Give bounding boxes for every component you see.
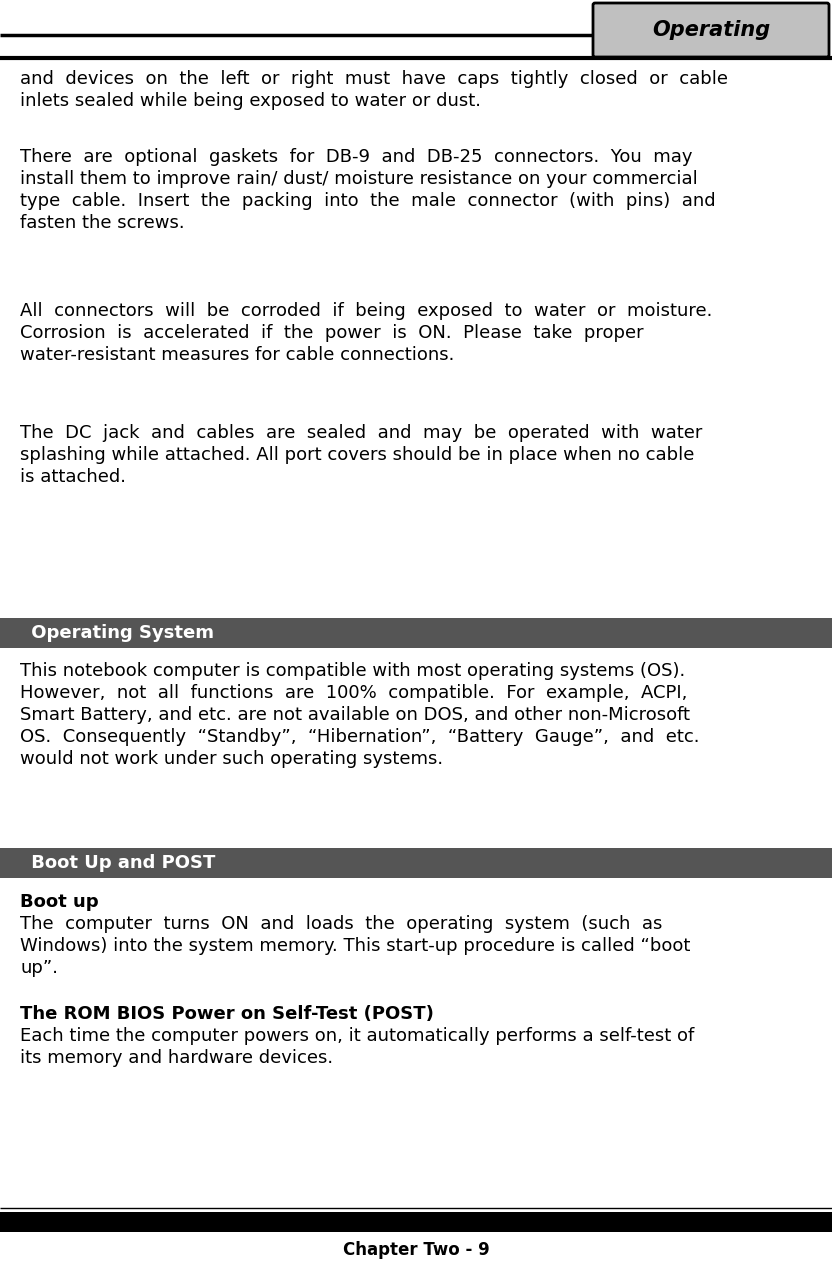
Text: Operating: Operating [652, 20, 770, 40]
Text: water-resistant measures for cable connections.: water-resistant measures for cable conne… [20, 346, 454, 364]
Text: Windows) into the system memory. This start-up procedure is called “boot: Windows) into the system memory. This st… [20, 937, 691, 955]
Text: and  devices  on  the  left  or  right  must  have  caps  tightly  closed  or  c: and devices on the left or right must ha… [20, 70, 728, 88]
FancyBboxPatch shape [593, 3, 829, 57]
Text: Chapter Two - 9: Chapter Two - 9 [343, 1241, 489, 1259]
Text: OS.  Consequently  “Standby”,  “Hibernation”,  “Battery  Gauge”,  and  etc.: OS. Consequently “Standby”, “Hibernation… [20, 728, 700, 746]
Text: All  connectors  will  be  corroded  if  being  exposed  to  water  or  moisture: All connectors will be corroded if being… [20, 301, 712, 321]
Text: is attached.: is attached. [20, 467, 126, 487]
Text: There  are  optional  gaskets  for  DB-9  and  DB-25  connectors.  You  may: There are optional gaskets for DB-9 and … [20, 148, 692, 166]
Text: install them to improve rain/ dust/ moisture resistance on your commercial: install them to improve rain/ dust/ mois… [20, 170, 698, 188]
Text: Corrosion  is  accelerated  if  the  power  is  ON.  Please  take  proper: Corrosion is accelerated if the power is… [20, 324, 644, 342]
Text: up”.: up”. [20, 959, 58, 977]
Text: fasten the screws.: fasten the screws. [20, 215, 185, 232]
Text: However,  not  all  functions  are  100%  compatible.  For  example,  ACPI,: However, not all functions are 100% comp… [20, 684, 687, 702]
Text: Smart Battery, and etc. are not available on DOS, and other non-Microsoft: Smart Battery, and etc. are not availabl… [20, 706, 690, 724]
Text: Boot up: Boot up [20, 893, 99, 911]
Text: type  cable.  Insert  the  packing  into  the  male  connector  (with  pins)  an: type cable. Insert the packing into the … [20, 192, 716, 209]
Bar [0, 848, 832, 879]
Text: The  DC  jack  and  cables  are  sealed  and  may  be  operated  with  water: The DC jack and cables are sealed and ma… [20, 424, 702, 442]
Text: This notebook computer is compatible with most operating systems (OS).: This notebook computer is compatible wit… [20, 661, 686, 679]
Text: would not work under such operating systems.: would not work under such operating syst… [20, 750, 443, 767]
Text: The ROM BIOS Power on Self-Test (POST): The ROM BIOS Power on Self-Test (POST) [20, 1005, 433, 1023]
Text: Boot Up and POST: Boot Up and POST [25, 854, 215, 872]
Text: Each time the computer powers on, it automatically performs a self-test of: Each time the computer powers on, it aut… [20, 1027, 694, 1045]
Text: Operating System: Operating System [25, 624, 214, 642]
Text: inlets sealed while being exposed to water or dust.: inlets sealed while being exposed to wat… [20, 92, 481, 110]
Bar [0, 618, 832, 647]
Bar [0, 1212, 832, 1232]
Text: its memory and hardware devices.: its memory and hardware devices. [20, 1048, 333, 1068]
Text: splashing while attached. All port covers should be in place when no cable: splashing while attached. All port cover… [20, 446, 695, 464]
Text: The  computer  turns  ON  and  loads  the  operating  system  (such  as: The computer turns ON and loads the oper… [20, 916, 662, 933]
